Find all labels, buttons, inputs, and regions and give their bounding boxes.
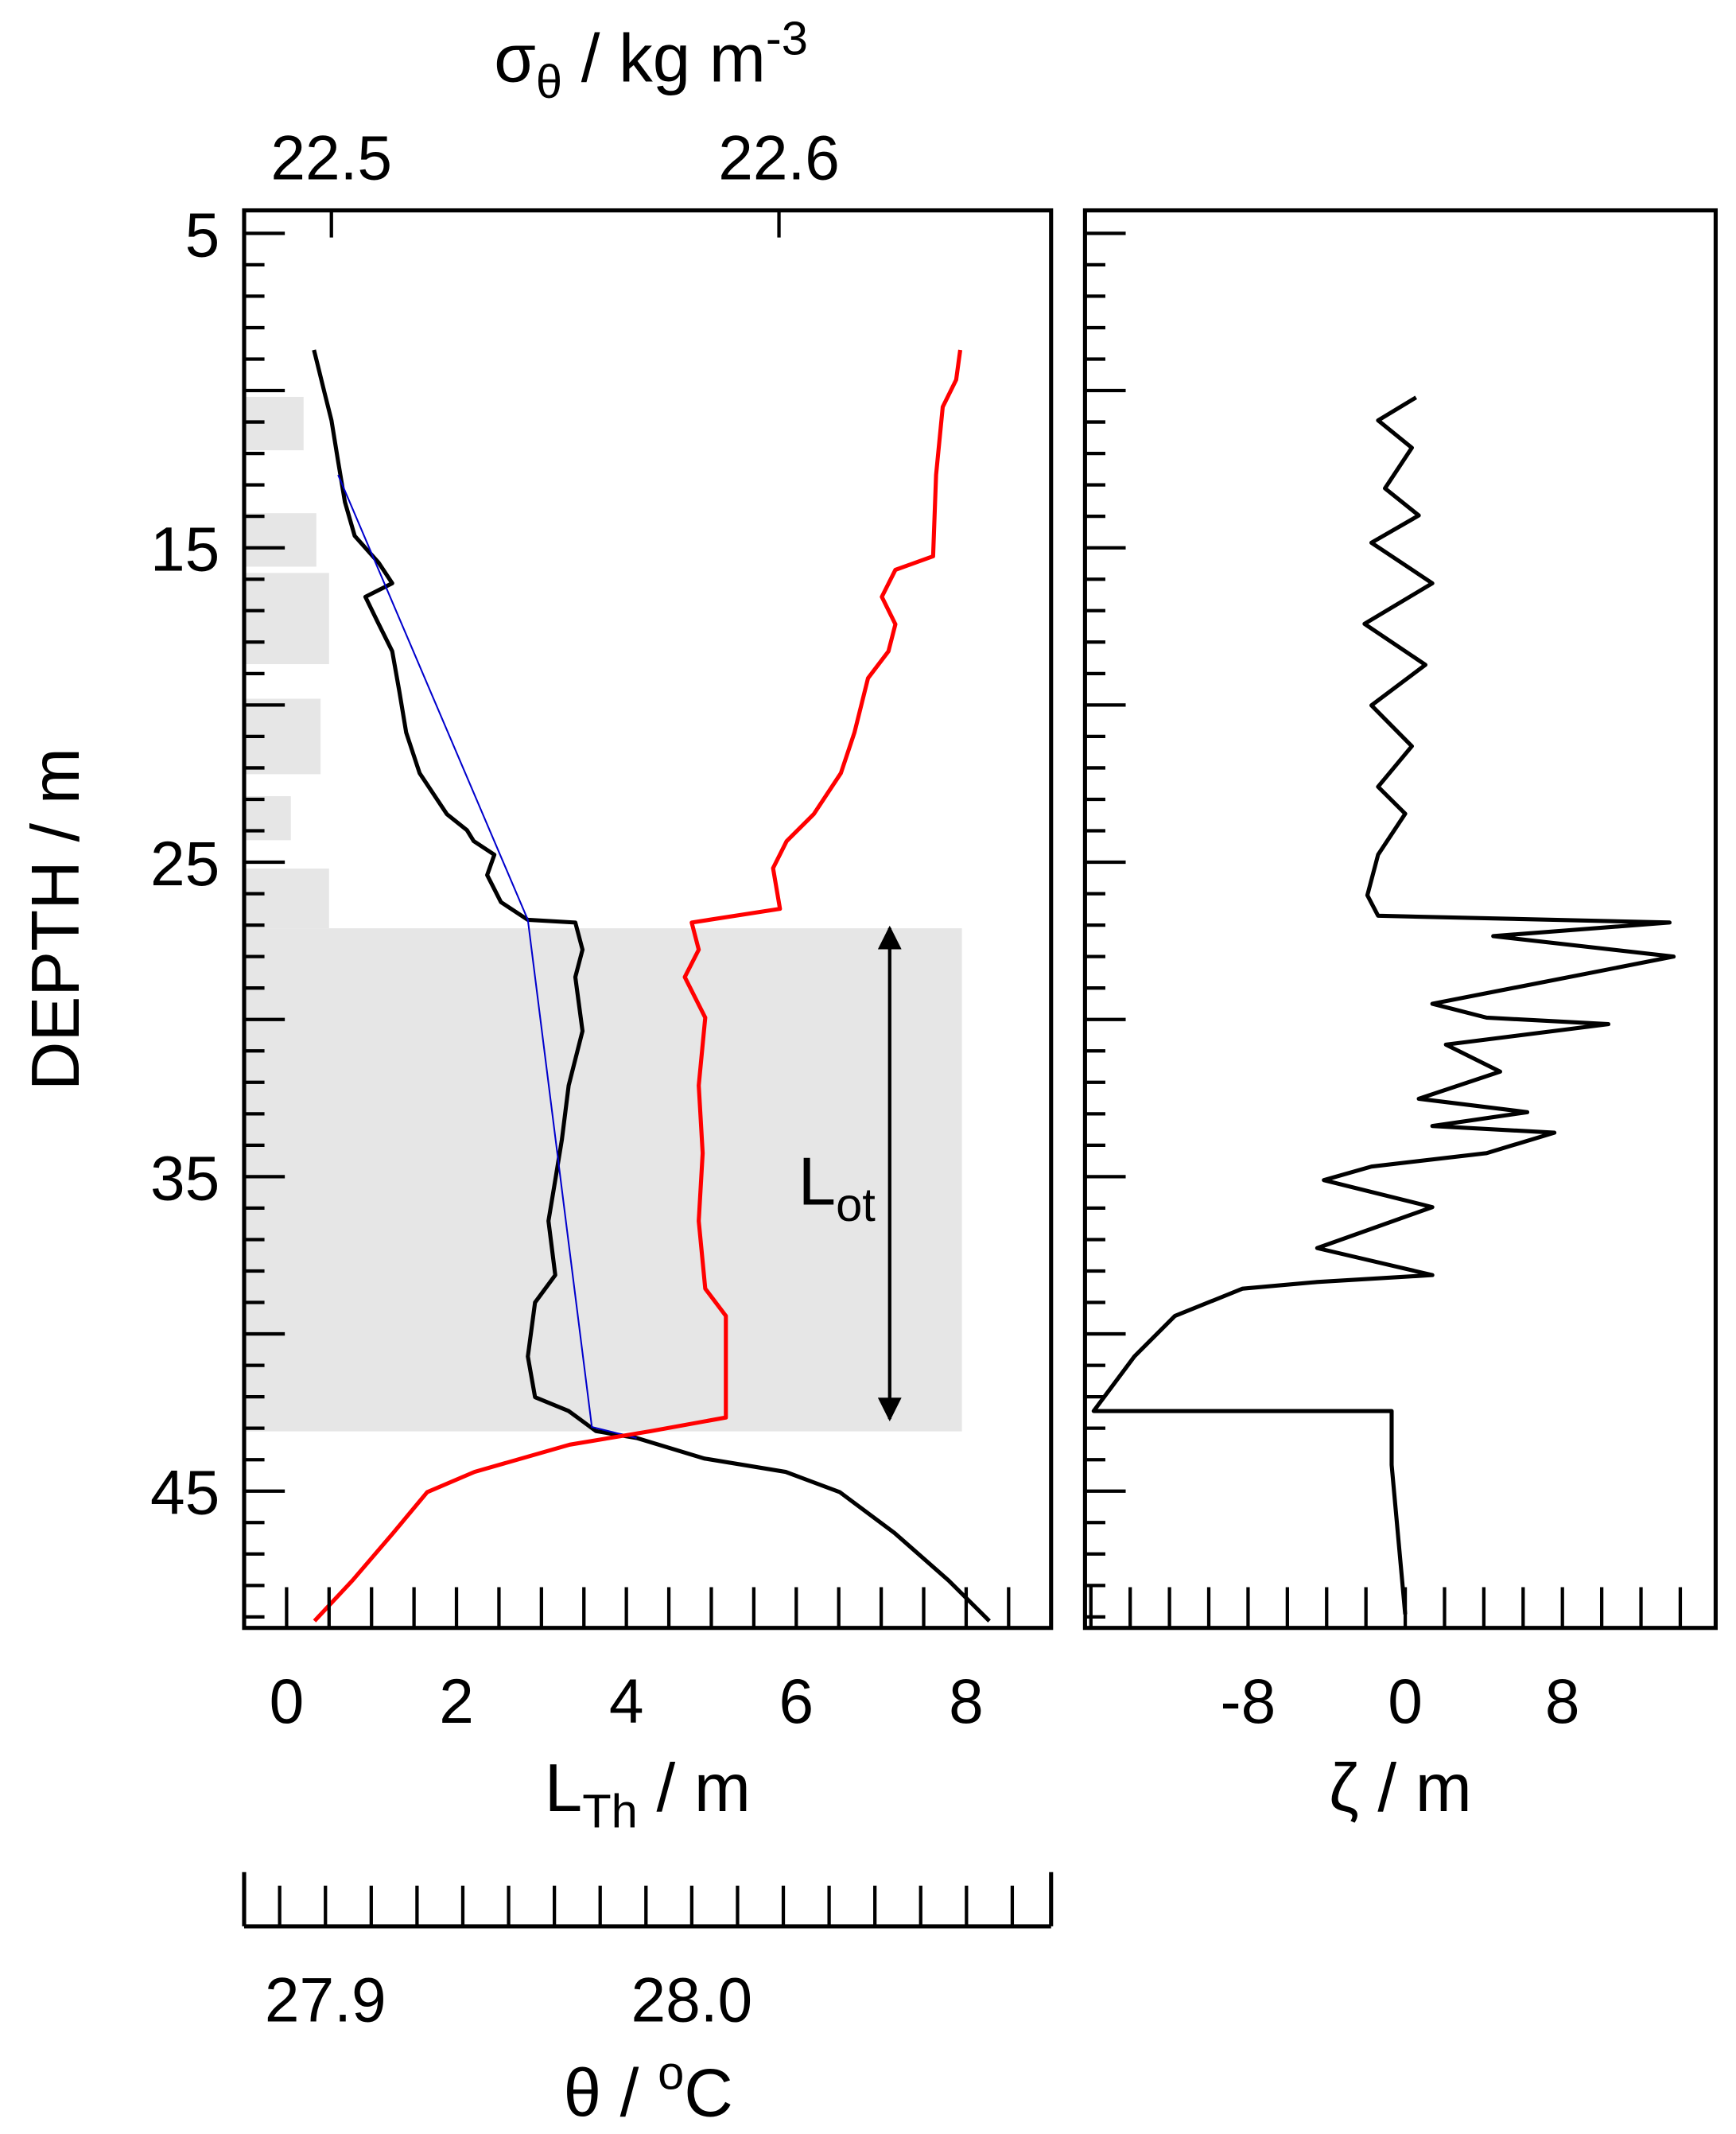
profile-line: [313, 349, 963, 1623]
y-tick-label: 15: [150, 515, 219, 585]
theta-axis-label: θ / oC: [564, 2047, 733, 2132]
lth-bar: [243, 573, 329, 664]
top-axis-label-part: -3: [766, 11, 808, 64]
x-tick-label: 0: [270, 1666, 305, 1736]
lth-bar: [243, 796, 291, 841]
y-axis-label: DEPTH / m: [18, 748, 94, 1090]
overturn-label-part: L: [798, 1145, 836, 1220]
curves-layer: [312, 349, 1676, 1623]
x-axis-label: LTh / m: [545, 1751, 751, 1837]
profile-line: [1091, 395, 1676, 1615]
lth-bar: [243, 868, 329, 929]
panel-frame: [1082, 208, 1718, 1631]
x-axis-label-part: / m: [638, 1751, 751, 1826]
top-axis-label: σθ / kg m-3: [494, 11, 808, 108]
y-tick-label: 45: [150, 1458, 219, 1528]
x-axis-label: ζ / m: [1329, 1751, 1472, 1826]
x-tick-label: 8: [1545, 1666, 1580, 1736]
overturn-label-part: ot: [836, 1178, 876, 1231]
x-tick-label: 2: [439, 1666, 474, 1736]
y-tick-label: 5: [185, 200, 220, 270]
top-axis-label-part: / kg m: [562, 21, 766, 96]
top-axis-label-part: σ: [494, 21, 536, 96]
theta-axis-label-part: o: [658, 2047, 684, 2100]
lth-bar: [243, 928, 962, 1432]
y-tick-label: 25: [150, 829, 219, 899]
x-tick-label: 0: [1388, 1666, 1423, 1736]
bars-layer: [243, 396, 962, 1432]
lth-bar: [243, 513, 317, 567]
panel-frame: [242, 208, 1054, 1631]
top-tick-label: 22.5: [270, 122, 392, 192]
x-axis-label-part: L: [545, 1751, 582, 1826]
top-tick-label: 22.6: [718, 122, 840, 192]
overturn-label: Lot: [798, 1145, 876, 1231]
y-tick-label: 35: [150, 1143, 219, 1213]
x-tick-label: 6: [779, 1666, 814, 1736]
y-axis-label-part: DEPTH / m: [18, 748, 94, 1090]
theta-tick-label: 27.9: [265, 1965, 386, 2035]
x-axis-label-part: ζ / m: [1329, 1751, 1472, 1826]
x-axis-label-part: Th: [582, 1784, 638, 1837]
theta-axis-label-part: C: [684, 2056, 733, 2132]
x-tick-label: -8: [1221, 1666, 1276, 1736]
x-tick-label: 8: [949, 1666, 984, 1736]
top-axis-label-part: θ: [536, 55, 562, 108]
x-tick-label: 4: [609, 1666, 644, 1736]
profile-line: [337, 474, 637, 1439]
theta-axis-label-part: θ /: [564, 2056, 658, 2132]
theta-tick-label: 28.0: [631, 1965, 753, 2035]
